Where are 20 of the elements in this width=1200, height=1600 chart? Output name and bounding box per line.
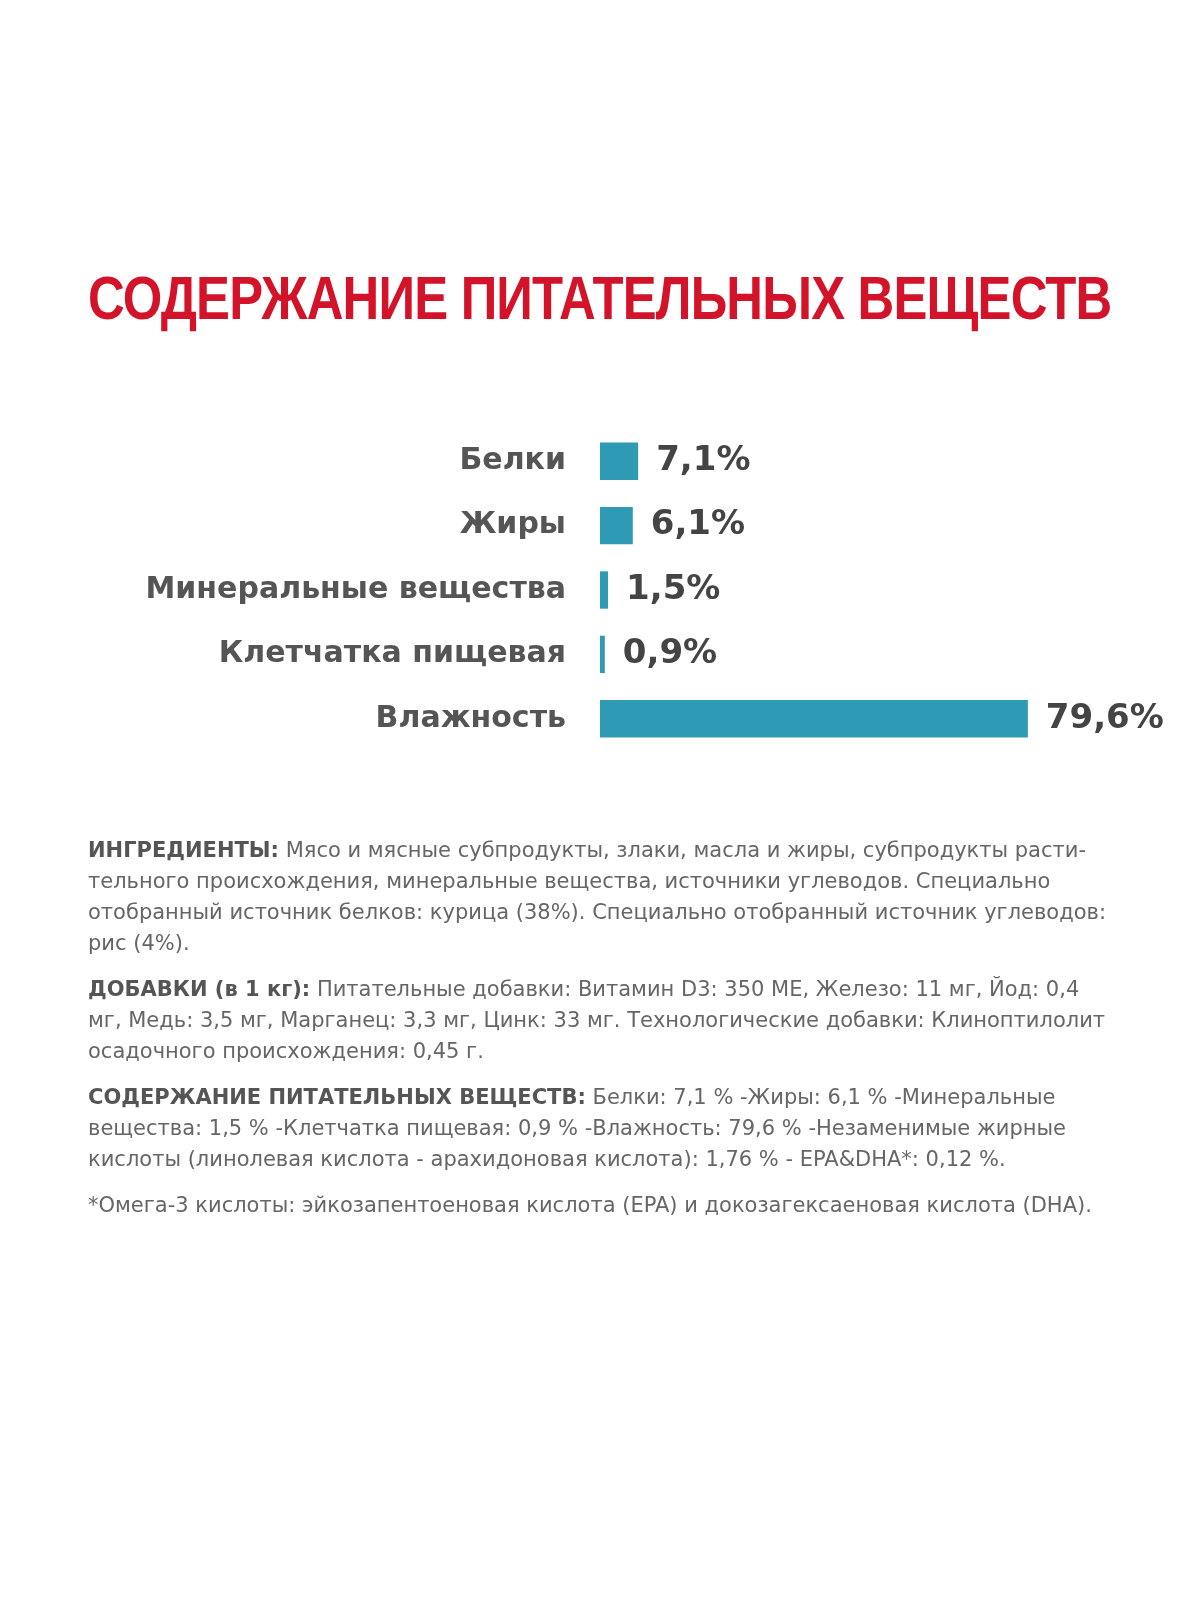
text: СОДЕРЖАНИЕ ПИТАТЕЛЬНЫХ ВЕЩЕСТВ: Белки: 7,1 % -Жиры: 6,1 % -Минеральные вещества: 1,5 % -Клетчатка пищевая: 0,9 % -Влажность: 79,6 % -Незаменимые жирные кислоты (линолевая кислота - арахидоновая кислота): 1,76 % - EPA&DHA*: 0,12 %. [88, 1084, 1068, 1173]
bar [600, 506, 633, 545]
data-label: 7,1% [656, 438, 751, 479]
bar [600, 635, 605, 674]
data-label: 6,1% [650, 502, 746, 543]
bar [600, 442, 639, 480]
y-tick-label: Минеральные вещества [145, 569, 566, 605]
data-label: 79,6% [1045, 695, 1164, 736]
data-label: 1,5% [626, 566, 721, 607]
y-tick-label: Клетчатка пищевая [218, 634, 566, 670]
bar [600, 700, 1028, 738]
text: ИНГРЕДИЕНТЫ: Мясо и мясные субпродукты, злаки, масла и жиры, субпродукты расти-тельного происхождения, минеральные вещества, источники углеводов. Специально отобранный источник белков: курица (38%). Специально отобранный источник углеводов: рис (4%). [88, 837, 1108, 957]
y-tick-label: Белки [459, 441, 566, 476]
text: ДОБАВКИ (в 1 кг): Питательные добавки: Витамин D3: 350 МЕ, Железо: 11 мг, Йод: 0,4 мг, Медь: 3,5 мг, Марганец: 3,3 мг, Цинк: 33 мг. Технологические добавки: Клиноптилолит осадочного происхождения: 0,45 г. [88, 975, 1107, 1065]
text: *Омега-3 кислоты: эйкозапентоеновая кислота (EPA) и докозагексаеновая кислота (DHA). [88, 1192, 1093, 1219]
chart-title: СОДЕРЖАНИЕ ПИТАТЕЛЬНЫХ ВЕЩЕСТВ [88, 262, 1112, 333]
bar [600, 571, 609, 609]
y-tick-label: Жиры [459, 505, 566, 541]
data-label: 0,9% [622, 631, 718, 672]
y-tick-label: Влажность [375, 698, 566, 734]
